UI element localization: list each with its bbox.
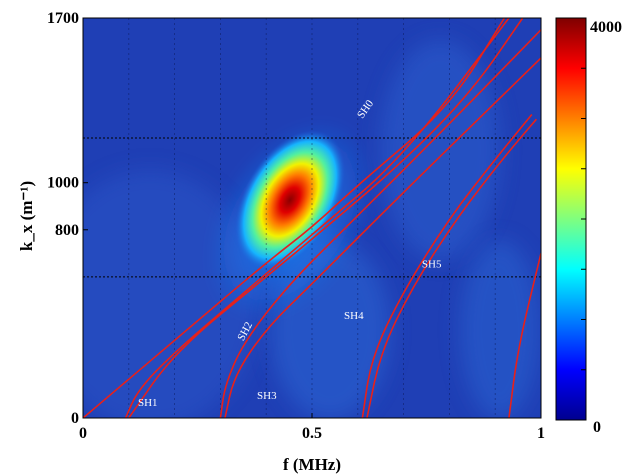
x-axis-ticks: 0 0.5 1 bbox=[79, 413, 545, 442]
dispersion-curve-sh3 bbox=[224, 57, 541, 418]
y-tick-label: 0 bbox=[71, 410, 79, 427]
gridlines bbox=[83, 18, 541, 418]
dispersion-curve-sh1 bbox=[124, 18, 510, 418]
colorbar-max-label: 4000 bbox=[590, 19, 622, 36]
dispersion-curve-sh6 bbox=[508, 253, 541, 418]
mode-label-sh3: SH3 bbox=[257, 390, 277, 402]
x-tick-label: 0 bbox=[79, 425, 87, 442]
heatmap-shade bbox=[380, 40, 500, 260]
heatmap-shade bbox=[460, 240, 540, 418]
y-axis-label: k_x (m⁻¹) bbox=[17, 181, 36, 251]
colorbar-min-label: 0 bbox=[593, 419, 601, 436]
colorbar-ticks bbox=[581, 67, 586, 371]
y-tick-label: 1000 bbox=[47, 175, 79, 192]
dispersion-curve-sh0 bbox=[128, 18, 524, 418]
mode-label-sh5: SH5 bbox=[422, 258, 442, 270]
x-tick-label: 1 bbox=[537, 425, 545, 442]
x-tick-label: 0.5 bbox=[302, 425, 322, 442]
y-tick-label: 1700 bbox=[47, 10, 79, 27]
x-axis-label: f (MHz) bbox=[283, 455, 341, 474]
y-axis-ticks: 0 800 1000 1700 bbox=[47, 10, 88, 427]
dispersion-curve-sh2 bbox=[219, 29, 541, 418]
mode-label-sh1: SH1 bbox=[138, 397, 158, 409]
y-tick-label: 800 bbox=[55, 222, 79, 239]
colorbar: 4000 0 bbox=[555, 17, 622, 436]
dispersion-curve-sh4 bbox=[361, 113, 533, 418]
dispersion-curve-sh5 bbox=[366, 118, 538, 418]
mode-label-sh4: SH4 bbox=[344, 310, 364, 322]
dispersion-curves bbox=[83, 18, 541, 418]
